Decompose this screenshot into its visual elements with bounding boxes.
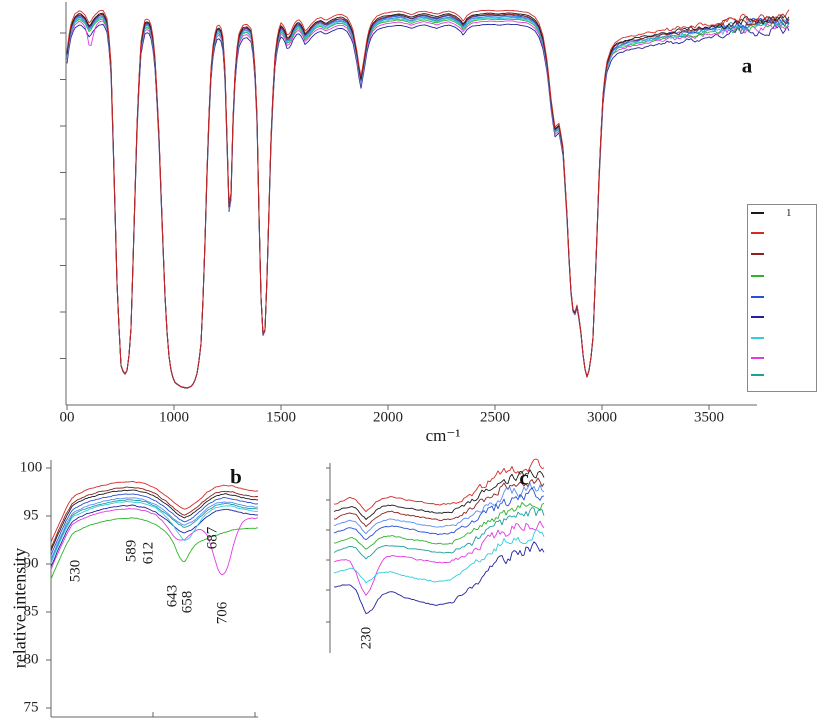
panel-b-series-magenta	[50, 508, 259, 576]
legend-key-dkcyan	[751, 374, 764, 376]
panel-a-x-tick-label-2500: 2500	[480, 409, 510, 426]
panel-c-series-red	[334, 458, 545, 513]
panel-b-y-tick-label-90: 90	[23, 555, 39, 572]
panel-a-series-red	[66, 9, 790, 389]
panel-b-series-cyan	[50, 501, 259, 564]
panel-b-series-navy	[50, 504, 259, 567]
panel-b-peak-label-687: 687	[204, 526, 221, 550]
panel-b-peak-label-706: 706	[214, 601, 231, 625]
panel-a-x-tick-label-1500: 1500	[266, 409, 296, 426]
panel-a-series-blue	[66, 14, 790, 389]
panel-a-x-tick-label-3500: 3500	[694, 409, 724, 426]
legend-box: 1	[747, 204, 817, 392]
panel-c-series-black	[333, 469, 545, 520]
panel-b-series-black	[50, 489, 259, 551]
panel-b-y-tick-label-85: 85	[23, 603, 39, 620]
panel-a-series-cyan	[66, 17, 790, 389]
legend-label: 1	[786, 207, 792, 219]
legend-key-blue	[751, 296, 764, 298]
panel-a-series-green	[66, 18, 790, 389]
panel-c-series-dkcyan	[333, 507, 545, 560]
panel-b-y-tick-label-80: 80	[23, 651, 39, 668]
panel-b-peak-label-612: 612	[140, 541, 157, 565]
panel-b-y-tick-label-75: 75	[23, 699, 39, 716]
panel-a-series-wine	[66, 13, 790, 389]
panel-b-series-dkcyan	[50, 499, 259, 561]
panel-b-series-green	[50, 517, 259, 580]
panel-b-peak-label-589: 589	[123, 539, 140, 563]
panel-b-series-sky	[50, 497, 258, 560]
panel-letter-c: c	[519, 465, 529, 490]
legend-key-black	[751, 212, 764, 214]
x-axis-title-wavenumber: cm⁻¹	[425, 426, 461, 445]
legend-key-green	[751, 275, 764, 277]
panel-c-peak-label-230: 230	[358, 626, 375, 650]
panel-a-x-tick-label-2000: 2000	[373, 409, 403, 426]
panel-b-peak-label-530: 530	[67, 559, 84, 583]
panel-c-series-navy	[333, 541, 545, 615]
panel-c-series-wine	[333, 477, 545, 528]
panel-c-series-magenta	[333, 520, 545, 596]
panel-a-series-black	[66, 12, 790, 389]
panel-b-series-wine	[50, 486, 259, 549]
legend-key-navy	[751, 316, 764, 318]
panel-c-series-sky	[333, 482, 545, 535]
legend-key-red	[751, 232, 764, 234]
legend-key-cyan	[751, 337, 764, 339]
panel-c-series-blue	[333, 487, 545, 541]
panel-c-series-green	[333, 501, 545, 550]
panel-a-series-dkcyan	[66, 15, 790, 389]
legend-key-wine	[751, 253, 764, 255]
panel-a-x-tick-label-3000: 3000	[587, 409, 617, 426]
panel-letter-a: a	[741, 53, 753, 78]
panel-b-series-red	[50, 480, 259, 543]
panel-b-y-tick-label-100: 100	[19, 459, 43, 476]
panel-a-series-sky	[66, 15, 790, 389]
panel-b-peak-label-658: 658	[179, 590, 196, 614]
panel-c-series-cyan	[333, 528, 545, 584]
panel-a-series-magenta	[66, 20, 790, 389]
legend-key-magenta	[751, 357, 764, 359]
panel-b-y-tick-label-95: 95	[23, 507, 39, 524]
panel-b-series-blue	[50, 493, 259, 556]
panel-a-x-tick-label-1000: 1000	[159, 409, 189, 426]
panel-a-series-navy	[66, 23, 790, 389]
panel-letter-b: b	[230, 464, 242, 489]
panel-a-x-tick-label-500: 00	[59, 409, 75, 426]
